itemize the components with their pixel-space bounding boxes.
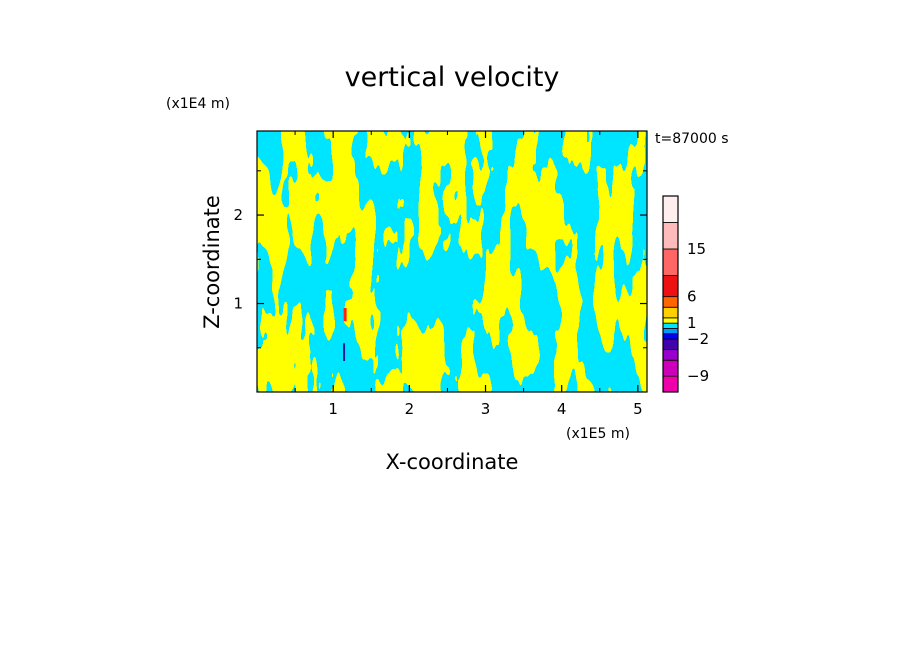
colorbar-segment <box>662 222 679 250</box>
colorbar-segment <box>662 195 679 223</box>
colorbar-segment <box>662 338 679 351</box>
colorbar-segment <box>662 275 679 298</box>
colorbar: 15 6 1−2 −9 <box>662 195 709 393</box>
plot-frame <box>256 130 648 393</box>
colorbar-segment <box>662 375 679 393</box>
updraft-core <box>343 307 347 322</box>
x-tick-label: 1 <box>328 400 338 418</box>
x-tick-label: 5 <box>633 400 643 418</box>
colorbar-tick-label: 6 <box>687 288 697 306</box>
time-annotation: t=87000 s <box>655 131 729 147</box>
x-axis-label: X-coordinate <box>386 450 519 474</box>
colorbar-segment <box>662 317 679 324</box>
colorbar-segment <box>662 328 679 335</box>
colorbar-tick-label: 15 <box>687 240 706 258</box>
colorbar-segment <box>662 349 679 361</box>
colorbar-tick-label: −2 <box>687 330 709 348</box>
x-tick-label: 3 <box>481 400 491 418</box>
colorbar-tick-label: 1 <box>687 314 697 332</box>
y-tick-label: 1 <box>233 295 243 313</box>
colorbar-segment <box>662 296 679 308</box>
colorbar-segment <box>662 248 679 276</box>
y-axis-ticks: 12 <box>233 170 647 349</box>
plot-area <box>257 131 647 392</box>
x-tick-label: 2 <box>405 400 415 418</box>
x-tick-label: 4 <box>557 400 567 418</box>
downdraft-core <box>343 343 346 362</box>
x-axis-ticks: 1 2 3 4 5 <box>294 131 643 418</box>
y-unit-label: (x1E4 m) <box>166 96 230 112</box>
colorbar-segment <box>662 322 679 329</box>
colorbar-segment <box>662 333 679 340</box>
chart-title: vertical velocity <box>345 62 560 93</box>
colorbar-frame <box>662 195 679 393</box>
colorbar-segment <box>662 359 679 377</box>
x-unit-label: (x1E5 m) <box>566 426 630 442</box>
convective-core <box>343 307 347 362</box>
colorbar-tick-label: −9 <box>687 367 709 385</box>
y-axis-label: Z-coordinate <box>200 195 224 329</box>
y-tick-label: 2 <box>233 206 243 224</box>
colorbar-segment <box>662 306 679 319</box>
positive-velocity-field <box>257 131 647 392</box>
